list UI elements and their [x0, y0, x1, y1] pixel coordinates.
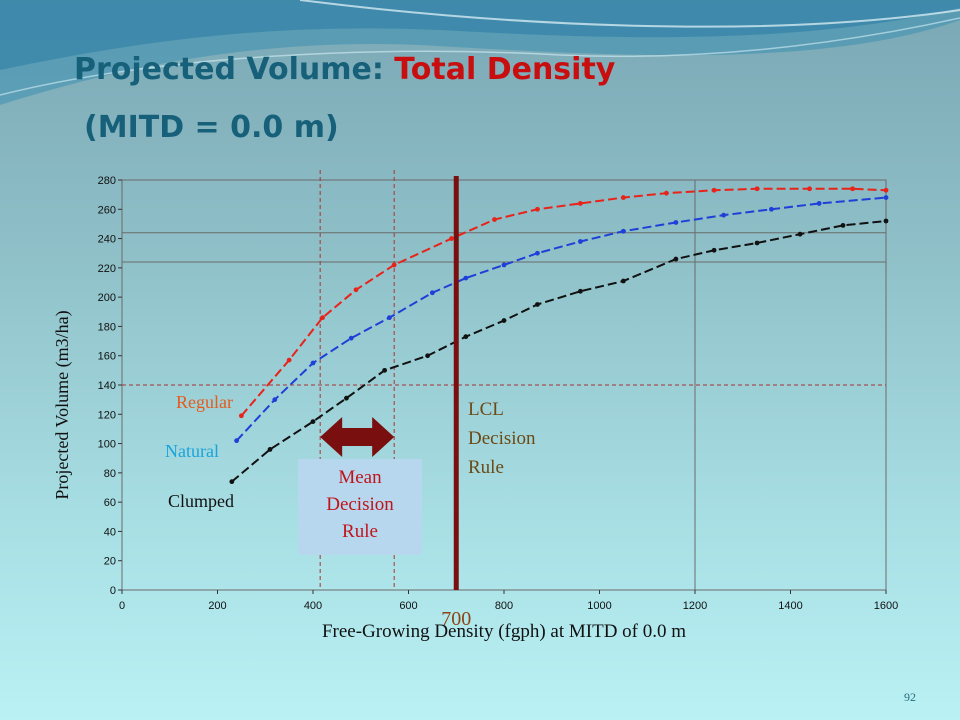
y-tick-label: 160	[98, 351, 116, 363]
data-point-clumped	[501, 318, 507, 323]
y-axis-title: Projected Volume (m3/ha)	[52, 310, 73, 499]
x-tick-label: 1000	[587, 600, 611, 612]
slide-title: Projected Volume: Total Density	[74, 52, 615, 87]
data-point-regular	[535, 206, 540, 212]
header-wave-decoration	[0, 0, 960, 105]
data-point-clumped	[578, 288, 583, 294]
data-point-natural	[673, 220, 679, 225]
data-point-natural	[234, 438, 240, 444]
data-point-natural	[769, 206, 774, 212]
data-point-clumped	[711, 247, 717, 253]
page-number: 92	[904, 690, 916, 704]
slide-title-main: Projected Volume:	[74, 52, 395, 87]
data-point-regular	[578, 201, 583, 206]
x-tick-label: 1400	[778, 600, 802, 612]
data-point-natural	[721, 212, 727, 218]
data-point-regular	[353, 287, 359, 293]
series-label-natural: Natural	[165, 441, 219, 461]
x-tick-label: 1200	[683, 600, 707, 612]
data-point-natural	[883, 195, 889, 200]
series-label-regular: Regular	[176, 392, 233, 412]
data-point-regular	[807, 186, 812, 192]
data-point-regular	[238, 413, 244, 419]
data-point-natural	[535, 250, 540, 256]
data-point-regular	[286, 357, 292, 363]
mean-decision-label-line: Mean	[338, 467, 382, 488]
series-line-natural	[235, 196, 887, 442]
data-point-clumped	[535, 302, 540, 307]
data-point-natural	[620, 228, 626, 234]
y-tick-label: 100	[98, 439, 116, 451]
data-point-clumped	[883, 218, 889, 224]
mean-range-double-arrow	[320, 417, 395, 457]
mean-decision-label-line: Rule	[342, 521, 378, 542]
slide-title-accent: Total Density	[394, 52, 616, 87]
y-tick-label: 260	[98, 204, 116, 216]
data-point-clumped	[344, 395, 349, 401]
data-point-clumped	[840, 222, 846, 228]
y-tick-label: 40	[104, 526, 116, 538]
data-point-natural	[348, 335, 354, 341]
series-label-clumped: Clumped	[168, 491, 234, 511]
lcl-label-line: LCL	[468, 399, 504, 420]
x-tick-label: 0	[119, 600, 125, 612]
data-point-clumped	[754, 240, 760, 246]
data-point-clumped	[267, 447, 273, 452]
y-tick-label: 140	[98, 380, 116, 392]
data-point-natural	[272, 397, 278, 403]
y-tick-label: 280	[98, 175, 116, 187]
data-point-natural	[463, 275, 469, 281]
data-point-regular	[663, 190, 669, 196]
data-point-regular	[754, 186, 760, 192]
x-tick-label: 200	[208, 600, 226, 612]
data-point-clumped	[229, 479, 235, 485]
slide-subtitle: (MITD = 0.0 m)	[84, 110, 339, 145]
data-point-natural	[310, 360, 316, 366]
y-tick-label: 120	[98, 409, 116, 421]
data-point-regular	[492, 217, 497, 222]
y-tick-label: 200	[98, 292, 116, 304]
x-tick-label: 600	[399, 600, 417, 612]
data-point-clumped	[673, 256, 679, 262]
data-point-clumped	[382, 367, 388, 373]
data-point-natural	[429, 290, 435, 296]
lcl-decision-label: LCL Decision Rule	[468, 399, 536, 478]
x-axis-title: Free-Growing Density (fgph) at MITD of 0…	[322, 621, 686, 642]
data-point-clumped	[463, 334, 469, 340]
data-point-clumped	[620, 278, 626, 284]
data-point-clumped	[310, 419, 316, 425]
data-point-regular	[883, 187, 889, 193]
mean-decision-label-line: Decision	[326, 494, 394, 515]
data-point-natural	[387, 315, 392, 321]
series-line-regular	[240, 187, 887, 417]
data-point-regular	[620, 195, 626, 200]
y-tick-label: 60	[104, 497, 116, 509]
data-point-clumped	[425, 353, 430, 359]
y-tick-label: 220	[98, 263, 116, 275]
data-point-natural	[501, 262, 507, 268]
data-point-clumped	[797, 231, 803, 237]
y-tick-label: 240	[98, 234, 116, 246]
mean-decision-box	[298, 459, 422, 555]
y-tick-label: 0	[110, 585, 116, 597]
data-point-regular	[711, 187, 717, 193]
x-tick-label: 1600	[874, 600, 898, 612]
data-point-regular	[449, 236, 454, 241]
x-tick-label: 400	[304, 600, 322, 612]
y-tick-label: 80	[104, 468, 116, 480]
y-tick-label: 180	[98, 321, 116, 333]
lcl-value-label: 700	[441, 608, 471, 630]
data-point-regular	[320, 315, 325, 321]
data-point-regular	[850, 186, 855, 192]
lcl-label-line: Rule	[468, 457, 504, 478]
lcl-label-line: Decision	[468, 428, 536, 449]
data-point-natural	[816, 201, 822, 206]
x-tick-label: 800	[495, 600, 513, 612]
y-tick-label: 20	[104, 556, 116, 568]
data-point-natural	[578, 239, 583, 244]
data-point-regular	[391, 262, 397, 268]
